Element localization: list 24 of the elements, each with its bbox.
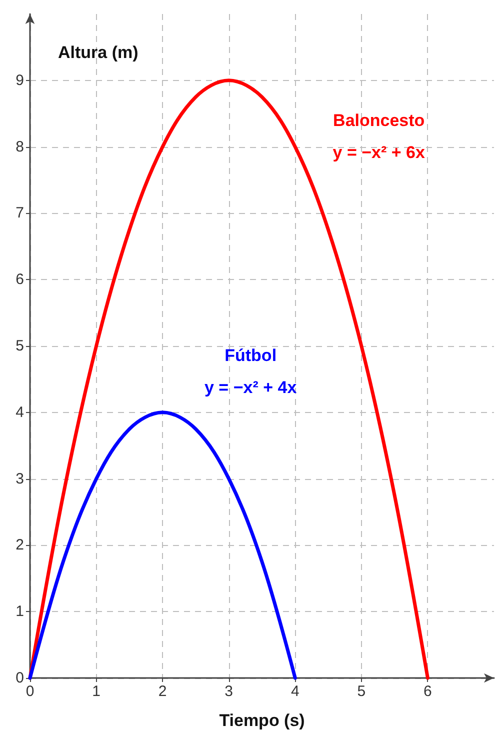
x-tick-label: 3 bbox=[224, 683, 234, 700]
y-tick-label: 3 bbox=[16, 470, 24, 488]
y-tick-label: 0 bbox=[16, 670, 24, 686]
y-tick-label: 8 bbox=[16, 138, 24, 156]
y-tick-label: 1 bbox=[16, 603, 24, 620]
y-tick-label: 6 bbox=[16, 271, 24, 288]
y-tick-label: 5 bbox=[16, 338, 24, 354]
y-tick-label: 9 bbox=[16, 72, 24, 89]
text: Fútbol bbox=[224, 346, 277, 365]
x-axis-title: Tiempo (s) bbox=[219, 711, 305, 730]
text: Baloncesto bbox=[333, 110, 425, 130]
x-tick-label: 4 bbox=[290, 683, 300, 700]
y-tick-label: 2 bbox=[16, 536, 24, 554]
x-tick-label: 5 bbox=[357, 683, 366, 700]
y-tick-label: 7 bbox=[16, 204, 24, 222]
x-tick-label: 1 bbox=[92, 683, 100, 700]
y-tick-label: 4 bbox=[16, 404, 24, 421]
annotation: y = −x² + 4x bbox=[204, 378, 298, 397]
x-tick-label: 2 bbox=[158, 683, 167, 700]
y-axis-title: Altura (m) bbox=[58, 43, 138, 62]
annotation: y = −x² + 6x bbox=[332, 142, 426, 162]
line-series bbox=[28, 410, 297, 680]
x-tick-label: 6 bbox=[424, 683, 432, 700]
line-series bbox=[28, 78, 430, 680]
